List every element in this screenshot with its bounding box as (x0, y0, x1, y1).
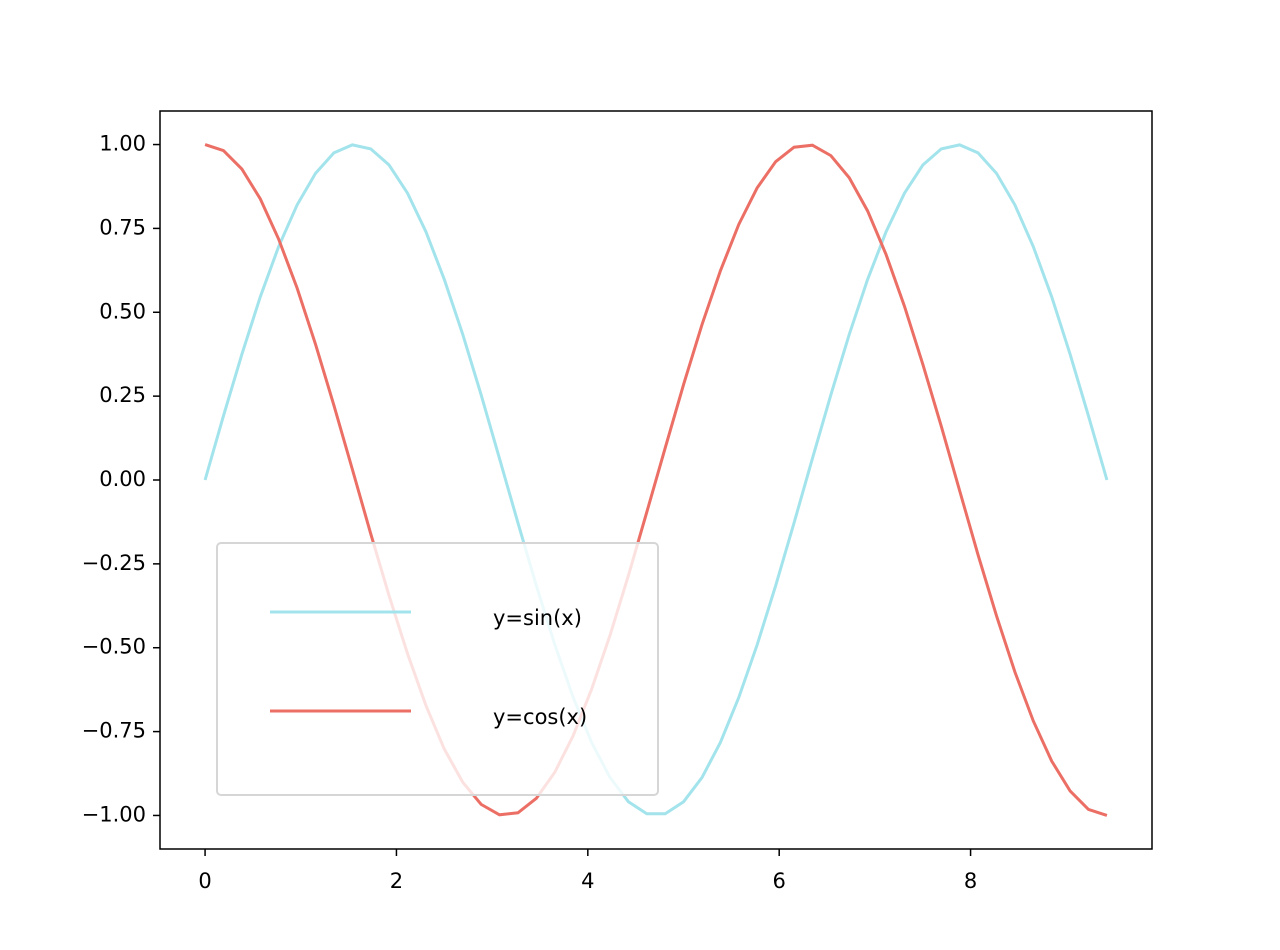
y-tick-label: −0.25 (82, 551, 146, 575)
y-tick-label: 0.50 (99, 299, 146, 323)
data-line (204, 143, 1108, 817)
plot-frame (159, 110, 1153, 850)
legend: y=sin(x) y=cos(x) (216, 542, 659, 796)
y-tick-label: 1.00 (99, 132, 146, 156)
y-tick-label: 0.75 (99, 215, 146, 239)
y-tick-label: −1.00 (82, 802, 146, 826)
y-tick-label: −0.75 (82, 719, 146, 743)
data-line (203, 143, 1109, 816)
x-tick-label: 6 (773, 869, 786, 893)
x-tick-label: 2 (390, 869, 403, 893)
y-tick-label: 0.00 (99, 467, 146, 491)
x-tick-label: 8 (964, 869, 977, 893)
legend-box (216, 542, 659, 796)
x-tick-label: 4 (581, 869, 594, 893)
y-tick-label: 0.25 (99, 383, 146, 407)
legend-label: y=sin(x) (493, 606, 582, 630)
legend-label: y=cos(x) (493, 705, 587, 729)
y-tick-label: −0.50 (82, 635, 146, 659)
x-tick-label: 0 (198, 869, 211, 893)
